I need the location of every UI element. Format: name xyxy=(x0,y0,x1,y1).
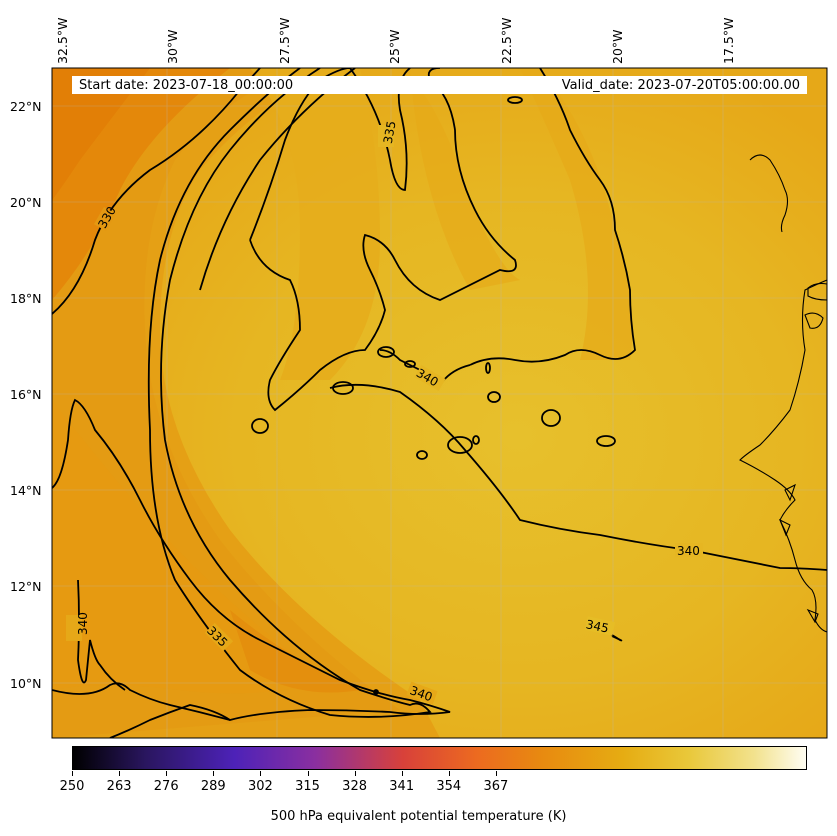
lat-label: 20°N xyxy=(10,195,42,210)
colorbar-tick xyxy=(166,771,168,776)
valid-date-text: Valid_date: 2023-07-20T05:00:00.00 xyxy=(561,78,800,93)
contour-label: 345 xyxy=(585,617,610,635)
colorbar-tick xyxy=(307,771,309,776)
colorbar-tick-label: 341 xyxy=(389,779,415,794)
lon-label: 17.5°W xyxy=(721,18,736,64)
colorbar-tick-label: 263 xyxy=(106,779,132,794)
colorbar-tick-label: 315 xyxy=(295,779,320,794)
colorbar-tick-label: 354 xyxy=(436,779,462,794)
colorbar-tick xyxy=(213,771,215,776)
contour-label: 340 xyxy=(76,612,90,635)
colorbar-tick-label: 250 xyxy=(59,779,85,794)
lat-label: 14°N xyxy=(10,483,42,498)
lat-label: 18°N xyxy=(10,291,42,306)
colorbar-tick xyxy=(119,771,121,776)
lat-label: 10°N xyxy=(10,676,42,691)
theta-e-field: 330 335 335 340 340 340 340 345 xyxy=(52,68,827,738)
lon-label: 20°W xyxy=(610,29,625,64)
lon-label: 27.5°W xyxy=(277,18,292,64)
colorbar-tick xyxy=(72,771,73,776)
longitude-labels: 32.5°W 30°W 27.5°W 25°W 22.5°W 20°W 17.5… xyxy=(55,18,736,64)
lat-label: 16°N xyxy=(10,387,42,402)
latitude-labels: 22°N 20°N 18°N 16°N 14°N 12°N 10°N xyxy=(10,99,42,691)
colorbar-tick-label: 328 xyxy=(342,779,368,794)
colorbar-tick-label: 289 xyxy=(200,779,226,794)
colorbar-tick xyxy=(354,771,356,776)
date-header xyxy=(72,76,807,94)
coastline xyxy=(739,68,827,633)
colorbar-tick xyxy=(260,771,262,776)
lon-label: 22.5°W xyxy=(499,18,514,64)
start-date-text: Start date: 2023-07-18_00:00:00 xyxy=(79,78,294,93)
colorbar-tick xyxy=(495,771,497,776)
lon-label: 30°W xyxy=(165,29,180,64)
colorbar-tick xyxy=(401,771,403,776)
colorbar xyxy=(72,746,807,770)
contour-label: 335 xyxy=(381,120,399,145)
colorbar-tick-label: 302 xyxy=(247,779,273,794)
colorbar-tick xyxy=(448,771,450,776)
lat-label: 22°N xyxy=(10,99,42,114)
colorbar-title: 500 hPa equivalent potential temperature… xyxy=(270,809,567,824)
lat-label: 12°N xyxy=(10,579,42,594)
colorbar-tick-label: 276 xyxy=(153,779,179,794)
lon-label: 25°W xyxy=(387,29,402,64)
contour-label: 340 xyxy=(677,544,700,558)
lon-label: 32.5°W xyxy=(55,18,70,64)
colorbar-tick-label: 367 xyxy=(483,779,509,794)
map-frame xyxy=(51,67,828,739)
